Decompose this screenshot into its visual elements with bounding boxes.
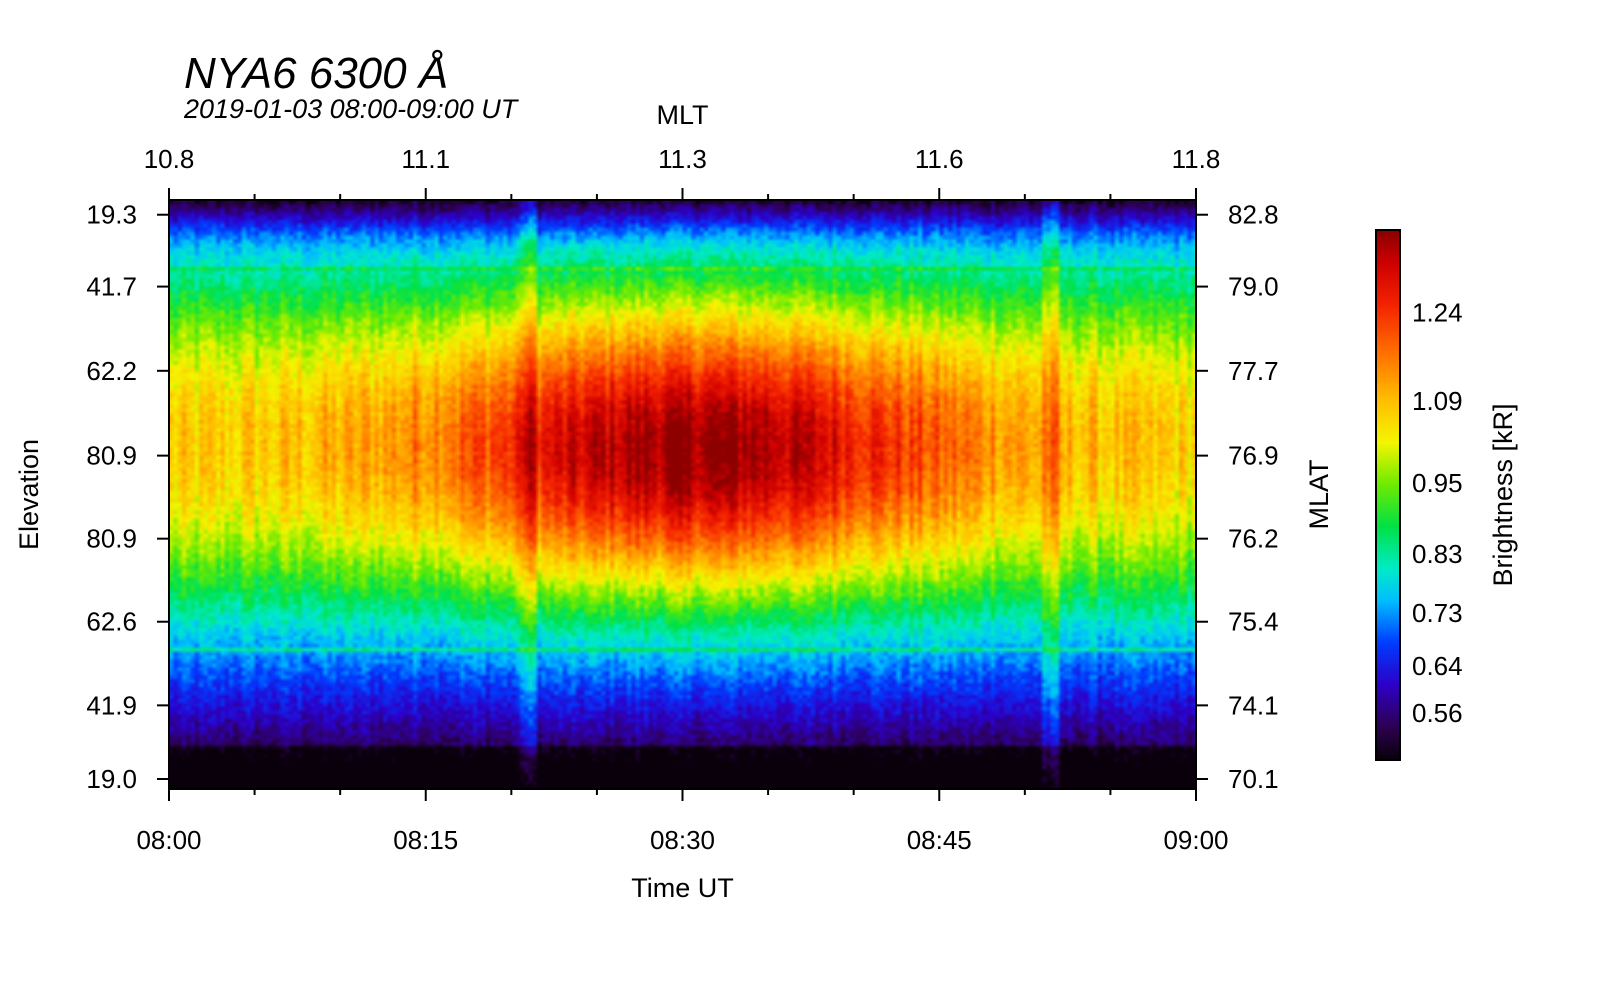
y-right-tick-label: 77.7 [1228,356,1279,386]
colorbar-tick-label: 1.24 [1412,297,1463,327]
colorbar-tick-label: 0.64 [1412,651,1463,681]
top-tick-label: 10.8 [144,144,195,174]
colorbar-tick-label: 0.56 [1412,698,1463,728]
x-tick-label: 08:15 [393,825,458,855]
y-right-tick-label: 79.0 [1228,272,1279,302]
y-left-tick-label: 19.0 [86,764,137,794]
x-tick-label: 08:30 [650,825,715,855]
y-left-tick-label: 62.6 [86,607,137,637]
heatmap-image [169,200,1196,789]
colorbar-label: Brightness [kR] [1488,403,1518,586]
colorbar-tick-label: 0.95 [1412,468,1463,498]
top-axis-label: MLT [657,100,709,130]
top-tick-label: 11.1 [401,144,450,174]
y-right-tick-label: 74.1 [1228,690,1279,720]
y-left-tick-label: 41.7 [86,272,137,302]
y-left-tick-label: 80.9 [86,441,137,471]
y-right-tick-label: 76.9 [1228,441,1279,471]
y-right-tick-label: 75.4 [1228,607,1279,637]
y-left-tick-label: 41.9 [86,690,137,720]
colorbar [1375,229,1401,761]
colorbar-gradient [1376,230,1400,760]
chart-subtitle: 2019-01-03 08:00-09:00 UT [183,94,520,124]
colorbar-tick-label: 0.83 [1412,539,1463,569]
top-tick-label: 11.3 [658,144,707,174]
y-right-axis-label: MLAT [1304,459,1334,529]
y-left-tick-label: 62.2 [86,356,137,386]
heatmap-plot [169,200,1196,789]
x-tick-label: 08:00 [136,825,201,855]
y-right-tick-label: 70.1 [1228,764,1279,794]
y-left-tick-label: 19.3 [86,200,137,230]
y-right-tick-label: 82.8 [1228,200,1279,230]
x-tick-label: 08:45 [907,825,972,855]
x-tick-label: 09:00 [1163,825,1228,855]
y-left-tick-label: 80.9 [86,524,137,554]
colorbar-frame [1375,229,1401,761]
y-left-axis-label: Elevation [14,439,44,550]
chart-title: NYA6 6300 Å [184,49,448,98]
x-axis-label: Time UT [631,873,734,903]
top-tick-label: 11.6 [915,144,964,174]
top-tick-label: 11.8 [1172,144,1221,174]
colorbar-tick-label: 0.73 [1412,598,1463,628]
colorbar-tick-label: 1.09 [1412,386,1463,416]
y-right-tick-label: 76.2 [1228,524,1279,554]
